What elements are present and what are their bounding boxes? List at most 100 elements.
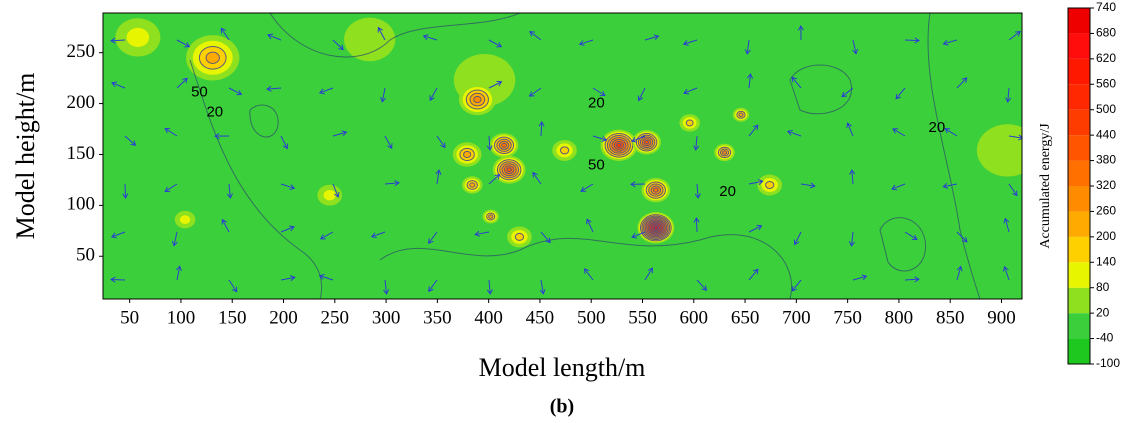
- vector-arrow: [1008, 183, 1018, 197]
- colorbar-tick-label: 320: [1096, 178, 1116, 192]
- x-tick-label: 750: [833, 307, 862, 328]
- vector-arrow: [748, 268, 759, 281]
- x-tick-label: 100: [167, 307, 196, 328]
- vector-arrow: [384, 180, 400, 187]
- vector-arrow: [220, 27, 230, 41]
- colorbar-band: [1068, 211, 1090, 237]
- y-tick-label: 50: [76, 245, 95, 266]
- vector-arrow: [631, 231, 646, 239]
- colorbar-tick-label: 680: [1096, 26, 1116, 40]
- vector-arrow: [122, 183, 129, 199]
- y-tick-label: 250: [67, 41, 96, 62]
- vector-arrow: [904, 231, 918, 240]
- vector-arrow: [580, 183, 594, 192]
- colorbar-tick-label: 500: [1096, 102, 1116, 116]
- contour-label: 20: [719, 183, 736, 200]
- vector-arrow: [539, 279, 546, 295]
- vector-arrow: [630, 181, 646, 188]
- colorbar-band: [1068, 109, 1090, 136]
- x-tick-label: 450: [526, 307, 555, 328]
- vector-arrow: [267, 33, 282, 41]
- vector-arrow: [892, 128, 906, 137]
- vector-arrow: [214, 133, 230, 140]
- vector-arrow: [332, 130, 348, 137]
- vector-arrow: [529, 30, 542, 41]
- vector-arrow: [841, 87, 854, 98]
- y-tick-label: 100: [67, 194, 96, 215]
- vector-arrow: [694, 183, 701, 199]
- vector-arrow: [904, 37, 920, 44]
- energy-region: [685, 119, 694, 127]
- vector-arrow: [383, 279, 390, 295]
- x-tick-label: 50: [120, 307, 139, 328]
- vector-arrow: [895, 87, 906, 100]
- vector-arrow: [370, 231, 386, 239]
- vector-arrow: [956, 231, 968, 243]
- vector-arrow: [488, 80, 503, 89]
- energy-region: [653, 225, 658, 230]
- x-tick-label: 650: [731, 307, 760, 328]
- vector-arrow: [226, 183, 233, 199]
- contour-label: 50: [191, 83, 208, 100]
- vector-arrow: [791, 279, 802, 292]
- colorbar-band: [1068, 313, 1090, 339]
- vector-arrow: [228, 87, 243, 96]
- vector-arrow: [696, 279, 708, 292]
- x-axis-title: Model length/m: [479, 353, 646, 382]
- colorbar-band: [1068, 33, 1090, 59]
- energy-region: [488, 214, 494, 219]
- vector-arrow: [693, 217, 700, 233]
- vector-arrow: [266, 85, 282, 92]
- colorbar-tick-label: 560: [1096, 76, 1116, 90]
- contour-lines: [189, 13, 981, 299]
- vector-arrow: [904, 276, 920, 283]
- vector-arrow: [637, 87, 646, 102]
- vector-arrow: [540, 231, 551, 244]
- vector-arrow: [848, 231, 855, 247]
- vector-arrow: [747, 73, 754, 89]
- x-tick-label: 200: [269, 307, 298, 328]
- vector-arrow: [228, 279, 238, 293]
- vector-arrow: [110, 276, 126, 283]
- energy-region: [738, 112, 744, 118]
- vector-arrow: [748, 179, 764, 185]
- energy-region: [205, 51, 220, 64]
- vector-arrow: [318, 87, 334, 95]
- vector-arrow: [280, 275, 296, 282]
- vector-arrow: [793, 231, 802, 246]
- contour-label: 20: [588, 95, 605, 112]
- energy-region: [514, 232, 525, 241]
- colorbar-band: [1068, 58, 1090, 85]
- caption: (b): [550, 396, 574, 418]
- vector-arrow: [319, 231, 334, 240]
- vector-arrow: [422, 34, 438, 41]
- x-tick-label: 150: [218, 307, 247, 328]
- colorbar-tick-label: 620: [1096, 51, 1116, 65]
- vector-arrow: [1008, 30, 1021, 41]
- vector-arrow: [852, 274, 868, 281]
- vector-arrow: [583, 268, 594, 281]
- colorbar-tick-label: 740: [1096, 0, 1116, 14]
- vector-arrow: [124, 135, 137, 146]
- vector-arrow: [744, 39, 751, 55]
- colorbar-band: [1068, 186, 1090, 212]
- colorbar-band: [1068, 287, 1090, 314]
- colorbar-tick-label: 380: [1096, 153, 1116, 167]
- vector-arrow: [683, 87, 698, 95]
- vector-arrow: [644, 34, 660, 41]
- vector-arrow: [748, 124, 759, 137]
- vector-arrow: [176, 39, 191, 48]
- vector-arrow: [435, 169, 442, 185]
- energy-region: [976, 124, 1022, 177]
- energy-region: [616, 142, 622, 148]
- x-tick-label: 400: [474, 307, 503, 328]
- colorbar-tick-label: 20: [1096, 305, 1110, 319]
- vector-arrow: [956, 77, 968, 89]
- vector-arrow: [384, 135, 393, 150]
- vector-arrow: [849, 169, 856, 185]
- contour-label: 50: [588, 157, 605, 174]
- vector-arrow: [846, 122, 854, 137]
- colorbar-band: [1068, 160, 1090, 186]
- vector-arrow: [592, 87, 606, 97]
